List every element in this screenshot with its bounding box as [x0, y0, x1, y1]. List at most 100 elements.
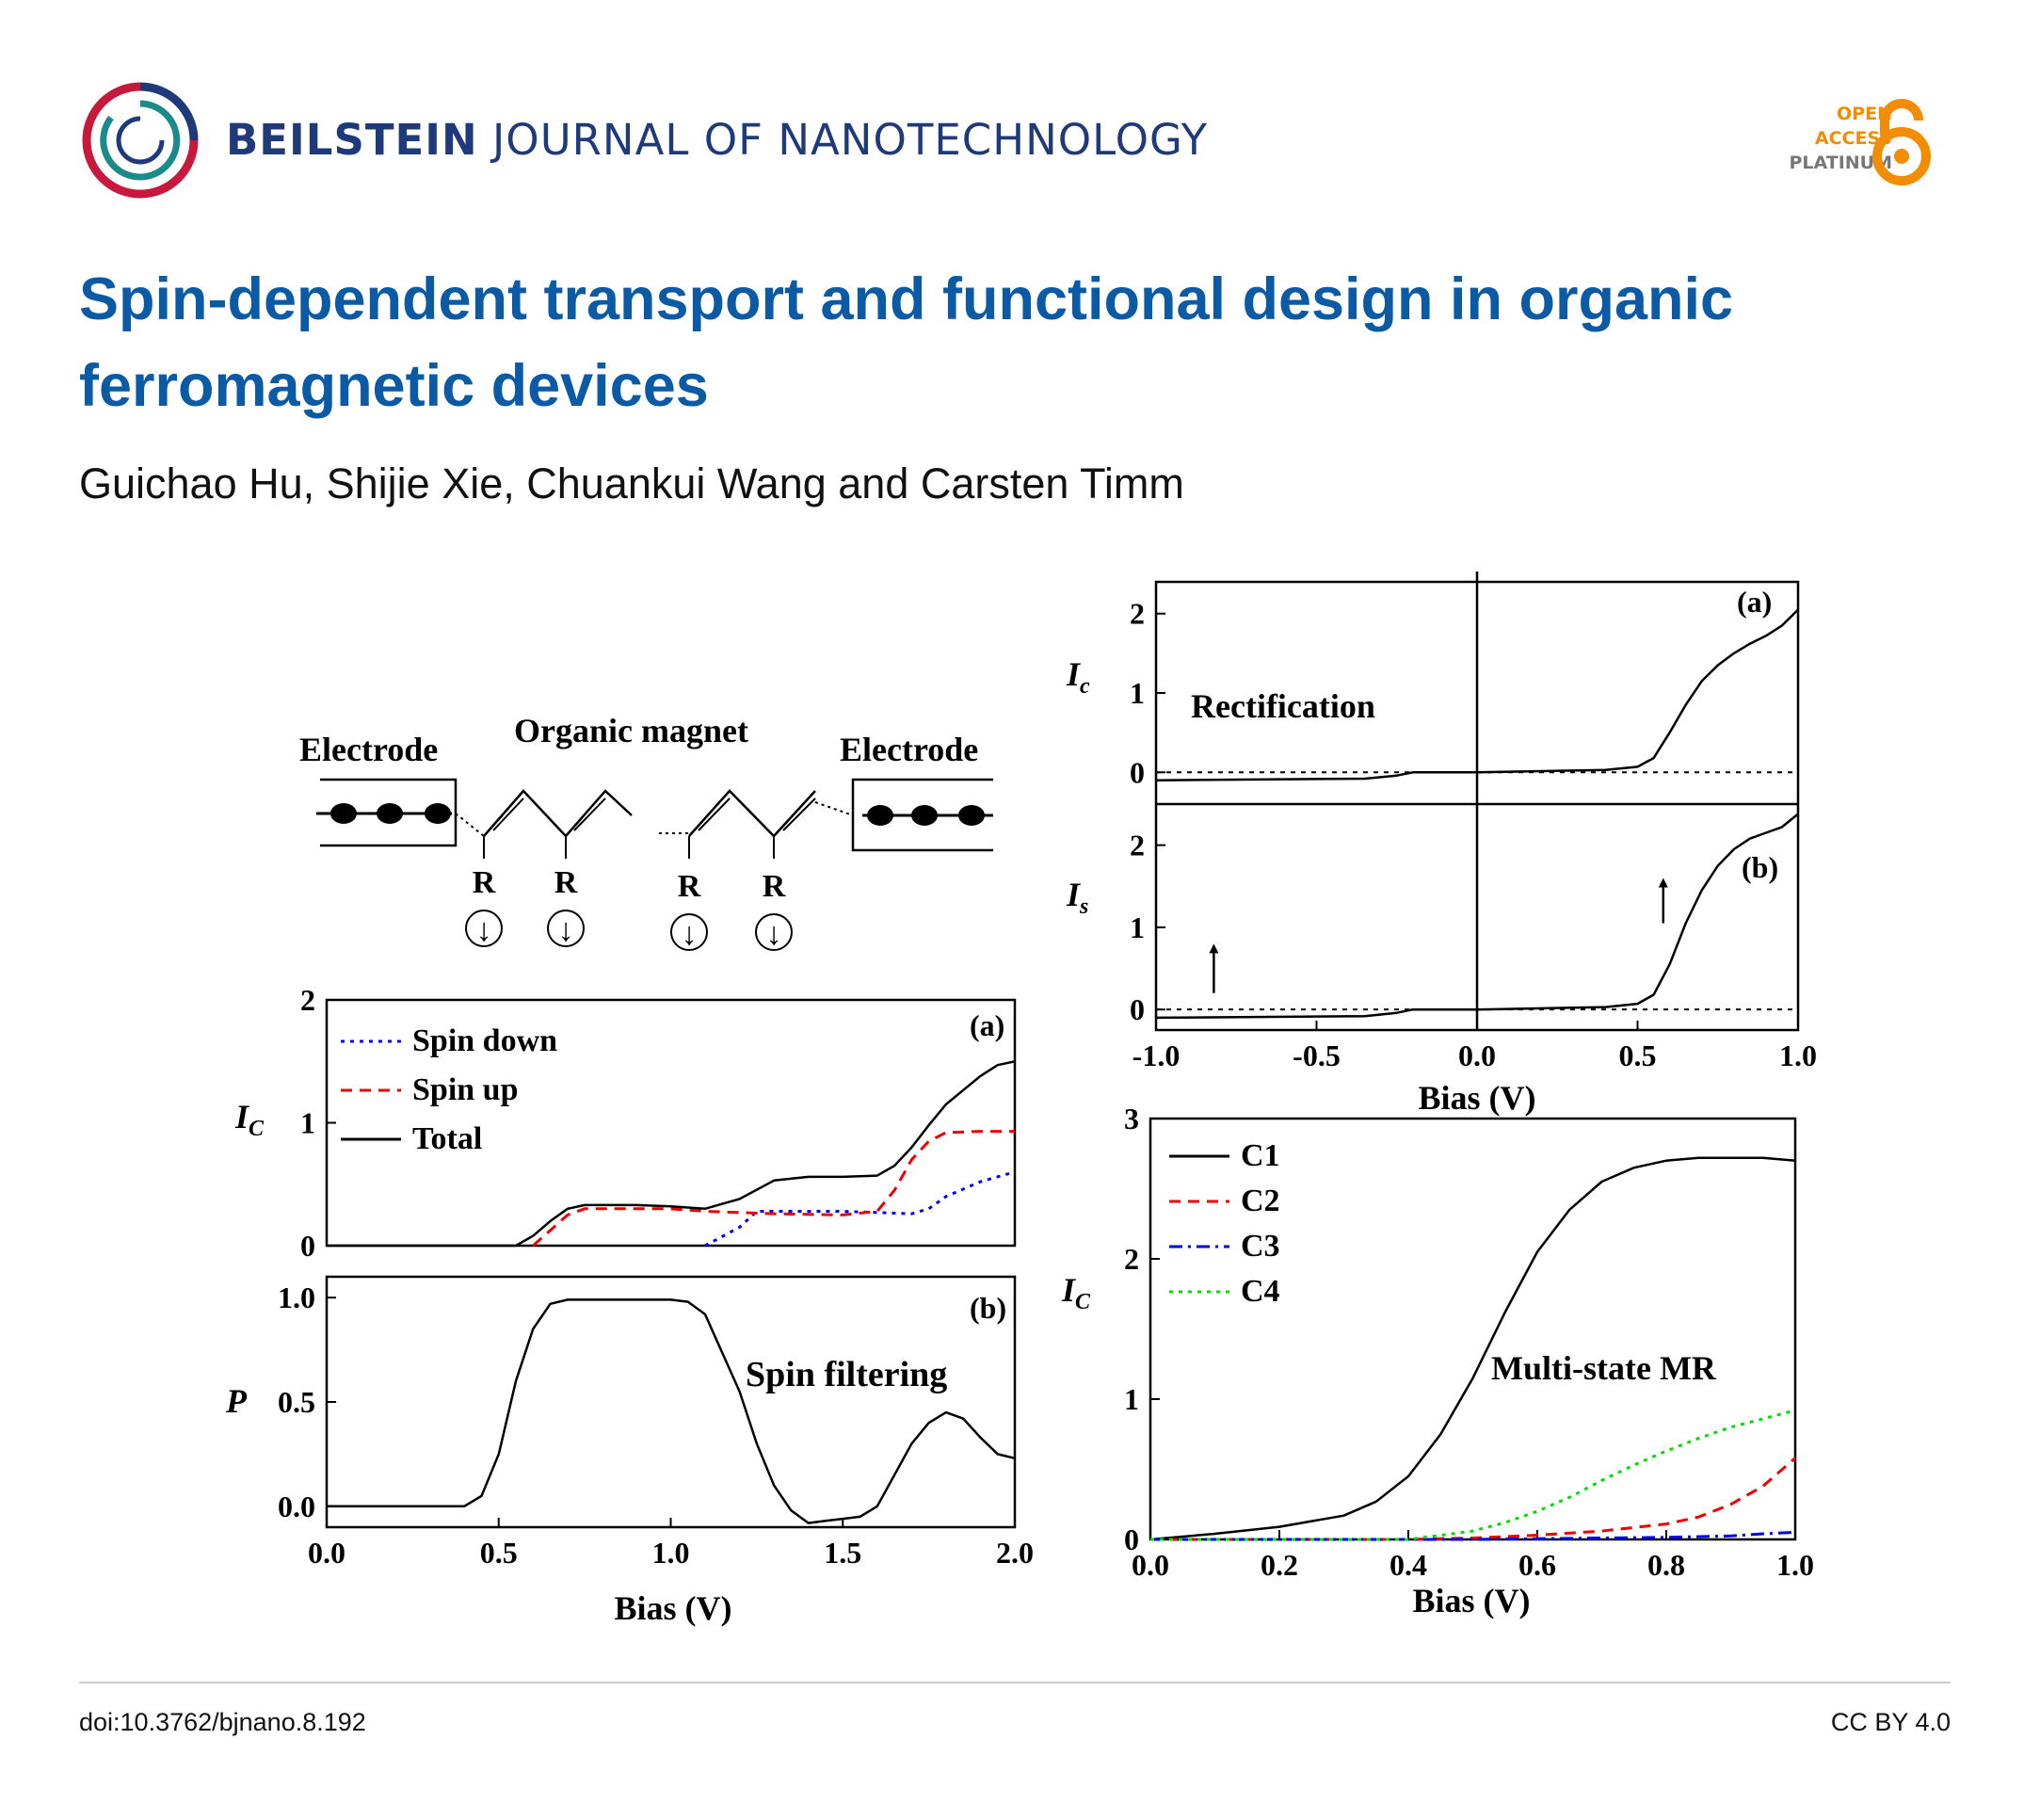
y-axis-label-is: Is [1066, 876, 1088, 919]
x-tick-label: 0.4 [1389, 1548, 1427, 1582]
y-tick-label: 2 [1130, 829, 1145, 862]
y-axis-label-ic: Ic [1066, 655, 1090, 699]
spin-down-arrow: ↓ [766, 917, 782, 952]
radical-label: R [473, 865, 496, 900]
y-tick-label: 0 [1130, 992, 1145, 1026]
x-tick-label: 1.0 [652, 1536, 690, 1570]
radical-label: R [678, 869, 701, 904]
arrowhead [1209, 943, 1219, 954]
series-line-c3 [1150, 1531, 1796, 1541]
y-axis-label-p: P [225, 1382, 248, 1420]
footer-divider [79, 1682, 1951, 1683]
left-chart-frames: (a) (b) Spin filtering Bias (V) IC P [225, 998, 1017, 1627]
y-tick-label: 2 [300, 983, 315, 1017]
x-tick-label: 0.0 [308, 1536, 345, 1570]
radical-label: R [554, 865, 578, 900]
series-line-c4 [1150, 1409, 1796, 1541]
article-title: Spin-dependent transport and functional … [79, 266, 1734, 419]
x-tick-label: -1.0 [1132, 1039, 1181, 1072]
electrode-atom [958, 805, 985, 826]
plot-marks: 0 1 2 0.0 0.5 1.0 0.0 0.5 1.0 1.5 2.0 0 1 2 0 1 2 -1.0 -0.… [278, 597, 1817, 1582]
x-tick-label: -0.5 [1293, 1039, 1341, 1072]
legend-label: Spin down [412, 1023, 557, 1058]
annotation-rectification: Rectification [1191, 687, 1375, 725]
x-tick-label: 1.5 [824, 1536, 861, 1570]
spin-down-arrow: ↓ [558, 913, 574, 948]
series-line-i-s [1155, 813, 1799, 1020]
journal-logo [82, 82, 199, 199]
article-authors: Guichao Hu, Shijie Xie, Chuankui Wang an… [79, 459, 1184, 507]
y-tick-label: 1 [1130, 910, 1145, 944]
x-axis-label: Bias (V) [1419, 1079, 1536, 1117]
y-axis-label-ic: IC [1061, 1271, 1091, 1314]
y-tick-label: 0 [300, 1229, 315, 1263]
electrode-atom [377, 803, 403, 824]
y-tick-label: 2 [1130, 597, 1145, 631]
x-tick-label: 2.0 [996, 1536, 1034, 1570]
y-tick-label: 1 [300, 1106, 315, 1140]
x-tick-label: 0.2 [1261, 1548, 1298, 1582]
y-axis-label-ic: IC [234, 1098, 265, 1141]
plot-frame-left-b [325, 1275, 1017, 1529]
annotation-multi-state-mr: Multi-state MR [1491, 1349, 1717, 1387]
y-tick-label: 0 [1124, 1522, 1139, 1556]
y-tick-label: 1 [1124, 1382, 1139, 1416]
series-line-spin-down [704, 1170, 1016, 1248]
spin-down-circle [670, 913, 708, 951]
spin-down-arrow: ↓ [682, 917, 698, 952]
series-line-c2 [1150, 1457, 1796, 1541]
radical-group: R ↓ R ↓ R ↓ R ↓ [465, 865, 793, 952]
y-tick-label: 1.0 [278, 1280, 315, 1314]
license-text: CC BY 4.0 [1830, 1708, 1951, 1736]
series-line-i-c [1155, 608, 1799, 781]
legend-label: C1 [1241, 1138, 1280, 1173]
x-axis-label: Bias (V) [1413, 1582, 1531, 1619]
polymer-chain-right [688, 789, 816, 838]
spin-down-circle [755, 913, 793, 951]
y-tick-label: 1 [1130, 676, 1145, 710]
polymer-chain-left [483, 789, 633, 838]
electrode-atom [425, 803, 451, 824]
panel-label: (a) [1737, 585, 1772, 619]
radical-label: R [763, 869, 786, 904]
x-tick-label: 0.5 [1619, 1039, 1657, 1072]
y-tick-label: 2 [1124, 1242, 1139, 1276]
legend-label: C3 [1241, 1229, 1280, 1264]
x-axis-label: Bias (V) [615, 1589, 732, 1627]
x-tick-label: 0.0 [1132, 1548, 1169, 1582]
y-tick-label: 0 [1130, 755, 1145, 789]
x-tick-label: 0.8 [1647, 1548, 1685, 1582]
series-line-p [327, 1298, 1016, 1524]
electrode-left-box [320, 778, 458, 847]
electrode-atom [867, 805, 893, 826]
electrode-atom [911, 805, 938, 826]
series-line-c1 [1149, 1156, 1796, 1541]
doi-text: doi:10.3762/bjnano.8.192 [79, 1708, 366, 1736]
panel-label: (b) [970, 1291, 1006, 1325]
x-tick-label: 0.6 [1518, 1548, 1556, 1582]
right-chart-frames: (a) (b) Rectification Bias (V) Ic Is Mul… [1061, 572, 1800, 1619]
electrode-right-label: Electrode [840, 731, 978, 768]
electrode-atom [330, 803, 357, 824]
open-access-lock-icon [1872, 99, 1931, 185]
legend-label: Total [412, 1121, 482, 1156]
spin-down-circle [465, 910, 503, 947]
legend-label: Spin up [412, 1072, 519, 1107]
panel-label: (a) [970, 1008, 1004, 1042]
journal-name: BEILSTEIN JOURNAL OF NANOTECHNOLOGY [226, 115, 1209, 165]
organic-magnet-label: Organic magnet [514, 712, 748, 749]
plot-frame-right-c [1149, 1117, 1797, 1541]
legend-label: C2 [1241, 1184, 1280, 1218]
x-tick-label: 1.0 [1776, 1548, 1814, 1582]
series-line-total [327, 1060, 1016, 1248]
legend-label: C4 [1241, 1274, 1280, 1309]
series-line-spin-up [532, 1130, 1015, 1248]
y-tick-label: 0.5 [278, 1385, 315, 1419]
y-tick-label: 0.0 [278, 1490, 315, 1523]
x-tick-label: 0.0 [1458, 1039, 1496, 1072]
annotation-spin-filtering: Spin filtering [746, 1355, 947, 1394]
spin-down-arrow: ↓ [476, 913, 492, 948]
y-tick-label: 3 [1124, 1102, 1139, 1135]
arrowhead [1658, 878, 1668, 888]
